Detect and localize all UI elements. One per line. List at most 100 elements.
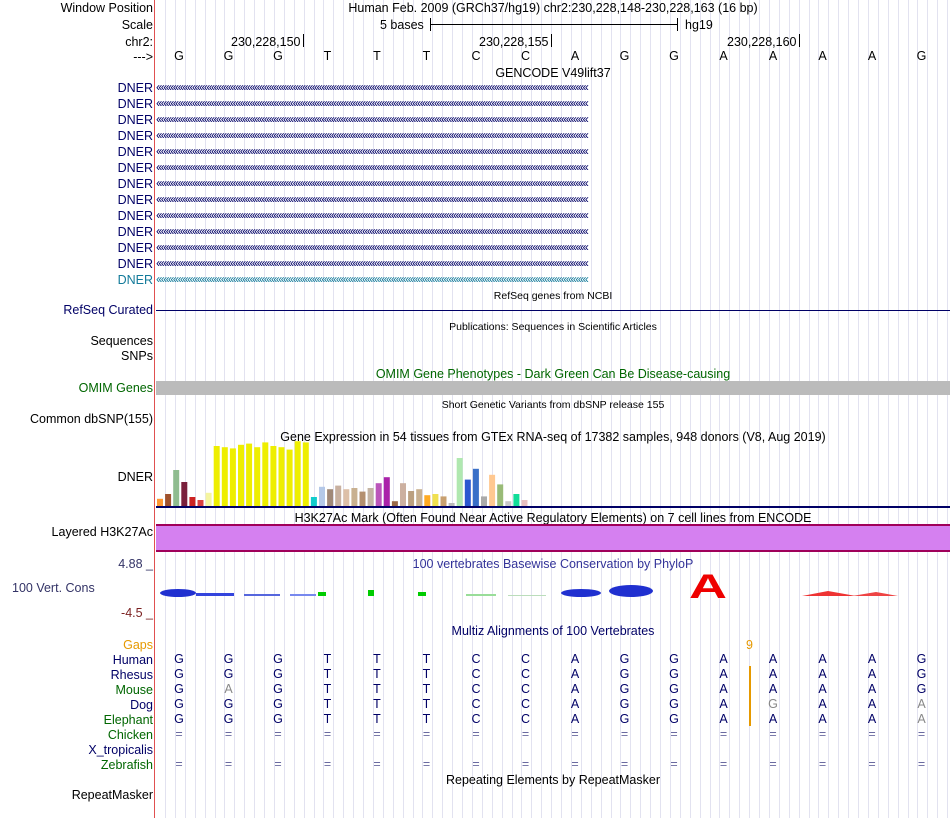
gtex-tissue-bar[interactable] bbox=[270, 446, 277, 506]
omim-gene-bar[interactable] bbox=[156, 381, 950, 395]
repeatmasker-label[interactable]: RepeatMasker bbox=[71, 788, 153, 802]
phylop-track-label[interactable]: 100 Vert. Cons bbox=[12, 581, 95, 595]
gtex-tissue-bar[interactable] bbox=[505, 501, 512, 506]
gtex-tissue-bar[interactable] bbox=[367, 488, 374, 506]
gtex-expression-chart[interactable] bbox=[156, 440, 950, 510]
gtex-tissue-bar[interactable] bbox=[165, 494, 172, 506]
refseq-gene-line[interactable] bbox=[156, 310, 950, 311]
gencode-transcript-label[interactable]: DNER bbox=[117, 113, 153, 127]
publications-sequences-label[interactable]: Sequences bbox=[90, 334, 153, 348]
gtex-tissue-bar[interactable] bbox=[157, 498, 163, 506]
gencode-transcript-label[interactable]: DNER bbox=[117, 193, 153, 207]
gtex-tissue-bar[interactable] bbox=[189, 497, 196, 506]
gtex-tissue-bar[interactable] bbox=[375, 483, 382, 506]
publications-track-title[interactable]: Publications: Sequences in Scientific Ar… bbox=[449, 321, 657, 333]
gtex-tissue-bar[interactable] bbox=[481, 496, 487, 506]
dbsnp-label[interactable]: Common dbSNP(155) bbox=[30, 412, 153, 426]
h3k27ac-label[interactable]: Layered H3K27Ac bbox=[51, 525, 153, 539]
species-label[interactable]: Human bbox=[112, 653, 153, 667]
gtex-tissue-bar[interactable] bbox=[456, 458, 463, 506]
gtex-tissue-bar[interactable] bbox=[173, 470, 180, 506]
gencode-transcript-label[interactable]: DNER bbox=[117, 225, 153, 239]
gtex-tissue-bar[interactable] bbox=[221, 447, 228, 506]
gencode-transcript-label[interactable]: DNER bbox=[117, 273, 153, 287]
gencode-transcript-label[interactable]: DNER bbox=[117, 177, 153, 191]
gtex-tissue-bar[interactable] bbox=[286, 449, 293, 506]
gencode-transcript-label[interactable]: DNER bbox=[117, 97, 153, 111]
gtex-tissue-bar[interactable] bbox=[197, 500, 204, 506]
h3k27ac-track-title[interactable]: H3K27Ac Mark (Often Found Near Active Re… bbox=[294, 511, 812, 525]
phylop-track-title[interactable]: 100 vertebrates Basewise Conservation by… bbox=[412, 557, 694, 571]
gtex-tissue-bar[interactable] bbox=[229, 448, 236, 506]
gencode-transcript-label[interactable]: DNER bbox=[117, 161, 153, 175]
gtex-tissue-bar[interactable] bbox=[416, 489, 423, 506]
gtex-tissue-bar[interactable] bbox=[521, 500, 528, 506]
phylop-conservation-logo[interactable]: A bbox=[156, 570, 950, 610]
gtex-tissue-bar[interactable] bbox=[408, 491, 415, 506]
gtex-tissue-bar[interactable] bbox=[359, 491, 366, 506]
gencode-transcript-label[interactable]: DNER bbox=[117, 257, 153, 271]
gtex-tissue-bar[interactable] bbox=[464, 479, 471, 506]
gencode-transcript-line[interactable]: ‹‹‹‹‹‹‹‹‹‹‹‹‹‹‹‹‹‹‹‹‹‹‹‹‹‹‹‹‹‹‹‹‹‹‹‹‹‹‹‹… bbox=[156, 112, 589, 126]
repeatmasker-track-title[interactable]: Repeating Elements by RepeatMasker bbox=[445, 773, 660, 787]
gtex-tissue-bar[interactable] bbox=[319, 486, 325, 506]
gencode-transcript-line[interactable]: ‹‹‹‹‹‹‹‹‹‹‹‹‹‹‹‹‹‹‹‹‹‹‹‹‹‹‹‹‹‹‹‹‹‹‹‹‹‹‹‹… bbox=[156, 176, 589, 190]
gtex-tissue-bar[interactable] bbox=[262, 442, 269, 506]
omim-track-title[interactable]: OMIM Gene Phenotypes - Dark Green Can Be… bbox=[375, 367, 731, 381]
gtex-tissue-bar[interactable] bbox=[472, 468, 479, 506]
species-label[interactable]: Mouse bbox=[115, 683, 153, 697]
gtex-tissue-bar[interactable] bbox=[238, 444, 244, 506]
gtex-tissue-bar[interactable] bbox=[383, 477, 390, 506]
gencode-transcript-line[interactable]: ‹‹‹‹‹‹‹‹‹‹‹‹‹‹‹‹‹‹‹‹‹‹‹‹‹‹‹‹‹‹‹‹‹‹‹‹‹‹‹‹… bbox=[156, 144, 589, 158]
gtex-tissue-bar[interactable] bbox=[432, 494, 439, 506]
gtex-tissue-bar[interactable] bbox=[327, 489, 334, 506]
gtex-gene-label[interactable]: DNER bbox=[117, 470, 153, 484]
gencode-transcript-line[interactable]: ‹‹‹‹‹‹‹‹‹‹‹‹‹‹‹‹‹‹‹‹‹‹‹‹‹‹‹‹‹‹‹‹‹‹‹‹‹‹‹‹… bbox=[156, 96, 589, 110]
gencode-transcript-line[interactable]: ‹‹‹‹‹‹‹‹‹‹‹‹‹‹‹‹‹‹‹‹‹‹‹‹‹‹‹‹‹‹‹‹‹‹‹‹‹‹‹‹… bbox=[156, 160, 589, 174]
species-label[interactable]: Elephant bbox=[103, 713, 153, 727]
refseq-track-title[interactable]: RefSeq genes from NCBI bbox=[493, 290, 613, 302]
gtex-tissue-bar[interactable] bbox=[391, 501, 398, 506]
species-label[interactable]: Dog bbox=[130, 698, 153, 712]
gencode-transcript-line[interactable]: ‹‹‹‹‹‹‹‹‹‹‹‹‹‹‹‹‹‹‹‹‹‹‹‹‹‹‹‹‹‹‹‹‹‹‹‹‹‹‹‹… bbox=[156, 128, 589, 142]
gencode-transcript-line[interactable]: ‹‹‹‹‹‹‹‹‹‹‹‹‹‹‹‹‹‹‹‹‹‹‹‹‹‹‹‹‹‹‹‹‹‹‹‹‹‹‹‹… bbox=[156, 240, 589, 254]
gtex-tissue-bar[interactable] bbox=[497, 484, 504, 506]
gtex-tissue-bar[interactable] bbox=[246, 443, 253, 506]
gtex-tissue-bar[interactable] bbox=[278, 447, 285, 506]
gtex-tissue-bar[interactable] bbox=[310, 497, 317, 506]
gtex-tissue-bar[interactable] bbox=[213, 446, 220, 506]
omim-genes-label[interactable]: OMIM Genes bbox=[78, 381, 153, 395]
gencode-transcript-line[interactable]: ‹‹‹‹‹‹‹‹‹‹‹‹‹‹‹‹‹‹‹‹‹‹‹‹‹‹‹‹‹‹‹‹‹‹‹‹‹‹‹‹… bbox=[156, 80, 589, 94]
refseq-curated-label[interactable]: RefSeq Curated bbox=[63, 303, 153, 317]
gtex-tissue-bar[interactable] bbox=[205, 492, 212, 506]
gtex-tissue-bar[interactable] bbox=[513, 494, 520, 506]
h3k27ac-signal-bar[interactable] bbox=[156, 524, 950, 552]
publications-snps-label[interactable]: SNPs bbox=[121, 349, 153, 363]
gencode-transcript-line[interactable]: ‹‹‹‹‹‹‹‹‹‹‹‹‹‹‹‹‹‹‹‹‹‹‹‹‹‹‹‹‹‹‹‹‹‹‹‹‹‹‹‹… bbox=[156, 272, 589, 286]
gtex-tissue-bar[interactable] bbox=[335, 485, 342, 506]
gtex-tissue-bar[interactable] bbox=[448, 503, 455, 506]
gencode-transcript-label[interactable]: DNER bbox=[117, 145, 153, 159]
gtex-tissue-bar[interactable] bbox=[440, 496, 447, 506]
dbsnp-track-title[interactable]: Short Genetic Variants from dbSNP releas… bbox=[441, 399, 665, 411]
gtex-tissue-bar[interactable] bbox=[400, 483, 406, 506]
gtex-tissue-bar[interactable] bbox=[181, 482, 188, 506]
gencode-transcript-line[interactable]: ‹‹‹‹‹‹‹‹‹‹‹‹‹‹‹‹‹‹‹‹‹‹‹‹‹‹‹‹‹‹‹‹‹‹‹‹‹‹‹‹… bbox=[156, 256, 589, 270]
gtex-tissue-bar[interactable] bbox=[343, 489, 350, 506]
gencode-transcript-label[interactable]: DNER bbox=[117, 241, 153, 255]
species-label[interactable]: X_tropicalis bbox=[88, 743, 153, 757]
gtex-tissue-bar[interactable] bbox=[254, 447, 261, 506]
gencode-transcript-line[interactable]: ‹‹‹‹‹‹‹‹‹‹‹‹‹‹‹‹‹‹‹‹‹‹‹‹‹‹‹‹‹‹‹‹‹‹‹‹‹‹‹‹… bbox=[156, 224, 589, 238]
gtex-tissue-bar[interactable] bbox=[424, 495, 431, 506]
gencode-transcript-label[interactable]: DNER bbox=[117, 129, 153, 143]
species-label[interactable]: Zebrafish bbox=[100, 758, 153, 772]
gencode-transcript-line[interactable]: ‹‹‹‹‹‹‹‹‹‹‹‹‹‹‹‹‹‹‹‹‹‹‹‹‹‹‹‹‹‹‹‹‹‹‹‹‹‹‹‹… bbox=[156, 208, 589, 222]
gtex-tissue-bar[interactable] bbox=[302, 442, 309, 506]
gencode-transcript-line[interactable]: ‹‹‹‹‹‹‹‹‹‹‹‹‹‹‹‹‹‹‹‹‹‹‹‹‹‹‹‹‹‹‹‹‹‹‹‹‹‹‹‹… bbox=[156, 192, 589, 206]
gencode-track-title[interactable]: GENCODE V49lift37 bbox=[495, 66, 611, 80]
gtex-track-title[interactable]: Gene Expression in 54 tissues from GTEx … bbox=[280, 430, 826, 444]
gtex-tissue-bar[interactable] bbox=[489, 474, 496, 506]
gtex-tissue-bar[interactable] bbox=[294, 441, 301, 506]
gtex-tissue-bar[interactable] bbox=[351, 488, 358, 506]
multiz-track-title[interactable]: Multiz Alignments of 100 Vertebrates bbox=[451, 624, 655, 638]
